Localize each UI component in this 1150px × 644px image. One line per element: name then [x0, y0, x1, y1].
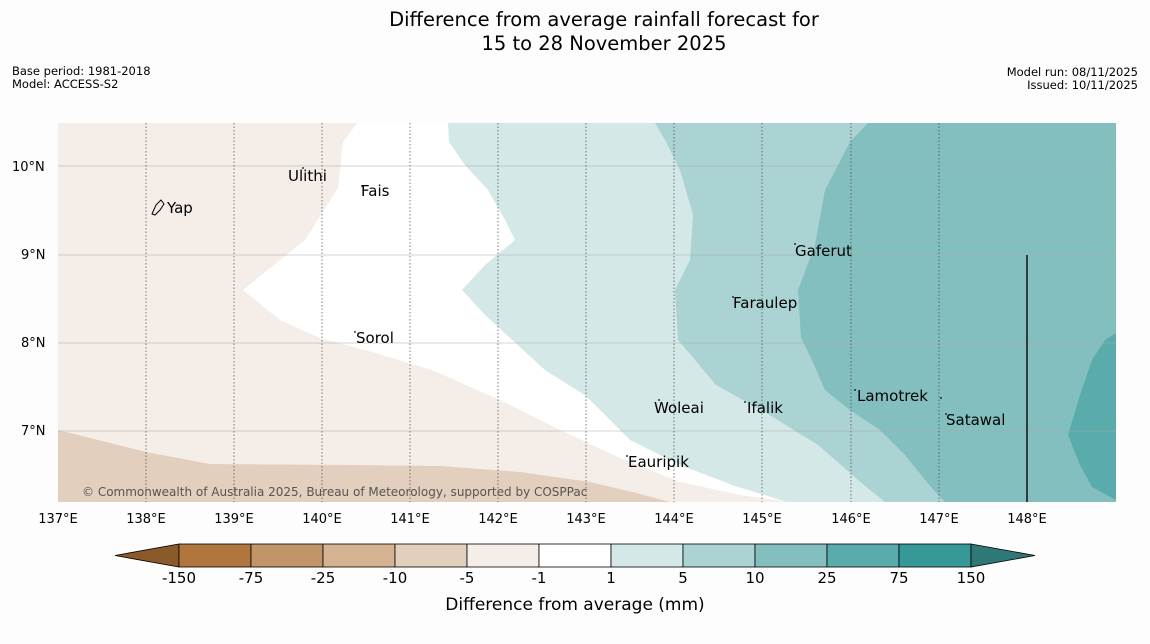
band-dry-light [58, 123, 790, 502]
place-gaferut: Gaferut [795, 242, 852, 260]
place-ulithi: Ulithi [288, 167, 327, 185]
place-lamotrek: Lamotrek [857, 387, 928, 405]
colorbar-title: Difference from average (mm) [445, 595, 704, 615]
colorbar-label: -25 [311, 569, 336, 587]
copyright-notice: © Commonwealth of Australia 2025, Bureau… [82, 485, 587, 499]
lon-label: 140°E [302, 512, 342, 527]
colorbar-label: 10 [745, 569, 764, 587]
place-woleai: Woleai [654, 399, 704, 417]
colorbar-label: 25 [817, 569, 836, 587]
lon-label: 137°E [38, 512, 78, 527]
lat-label: 9°N [21, 248, 46, 263]
chart-title: Difference from average rainfall forecas… [0, 8, 1150, 56]
base-period: Base period: 1981-2018 [12, 64, 151, 78]
colorbar-segment [610, 543, 684, 568]
lon-label: 143°E [566, 512, 606, 527]
colorbar-label: 1 [606, 569, 616, 587]
colorbar-label: -150 [162, 569, 196, 587]
colorbar-extend-high [970, 543, 1036, 568]
model-run: Model run: 08/11/2025 [1006, 65, 1138, 79]
colorbar-label: -1 [532, 569, 547, 587]
colorbar-extend-low [114, 543, 180, 568]
colorbar-segment [538, 543, 612, 568]
yap-island [151, 199, 165, 216]
lon-label: 148°E [1007, 512, 1047, 527]
title-line-1: Difference from average rainfall forecas… [389, 8, 819, 31]
meta-right: Model run: 08/11/2025 Issued: 10/11/2025 [1007, 66, 1138, 92]
colorbar [114, 543, 1036, 568]
lon-label: 145°E [742, 512, 782, 527]
colorbar-segment [826, 543, 900, 568]
place-ifalik: Ifalik [747, 399, 783, 417]
place-fais: Fais [361, 182, 390, 200]
band-dry-moderate [58, 430, 670, 502]
lon-label: 147°E [919, 512, 959, 527]
model-name: Model: ACCESS-S2 [12, 77, 119, 91]
lat-label: 8°N [21, 336, 46, 351]
colorbar-segment [394, 543, 468, 568]
map-panel: Ulithi Fais Yap Gaferut Faraulep Sorol L… [58, 123, 1116, 502]
island-dots [302, 167, 947, 457]
place-faraulep: Faraulep [733, 294, 797, 312]
lat-label: 10°N [12, 160, 45, 175]
lon-label: 146°E [831, 512, 871, 527]
colorbar-label: -5 [460, 569, 475, 587]
lon-label: 142°E [478, 512, 518, 527]
colorbar-label: 75 [889, 569, 908, 587]
place-sorol: Sorol [356, 329, 394, 347]
colorbar-segment [898, 543, 972, 568]
colorbar-label: 5 [678, 569, 688, 587]
lon-axis: 137°E 138°E 139°E 140°E 141°E 142°E 143°… [38, 512, 1047, 527]
title-line-2: 15 to 28 November 2025 [481, 32, 727, 55]
place-eauripik: Eauripik [628, 453, 689, 471]
colorbar-label: 150 [957, 569, 986, 587]
colorbar-label: -75 [239, 569, 264, 587]
colorbar-labels: -150 -75 -25 -10 -5 -1 1 5 10 25 75 150 [162, 569, 985, 587]
band-wet-very-heavy [1068, 333, 1116, 500]
colorbar-segment [754, 543, 828, 568]
lon-label: 144°E [654, 512, 694, 527]
colorbar-label: -10 [383, 569, 408, 587]
issued-date: Issued: 10/11/2025 [1027, 78, 1138, 92]
meta-left: Base period: 1981-2018 Model: ACCESS-S2 [12, 65, 151, 91]
colorbar-segment [178, 543, 252, 568]
lat-axis: 10°N 9°N 8°N 7°N [12, 160, 46, 439]
place-satawal: Satawal [946, 411, 1005, 429]
place-yap: Yap [166, 199, 193, 217]
lon-label: 138°E [126, 512, 166, 527]
colorbar-segment [682, 543, 756, 568]
colorbar-segment [322, 543, 396, 568]
colorbar-segment [466, 543, 540, 568]
lat-label: 7°N [21, 424, 46, 439]
lon-label: 141°E [390, 512, 430, 527]
lon-gridlines [145, 123, 940, 502]
band-wet-heavy [798, 123, 1116, 502]
lon-label: 139°E [214, 512, 254, 527]
colorbar-segment [250, 543, 324, 568]
